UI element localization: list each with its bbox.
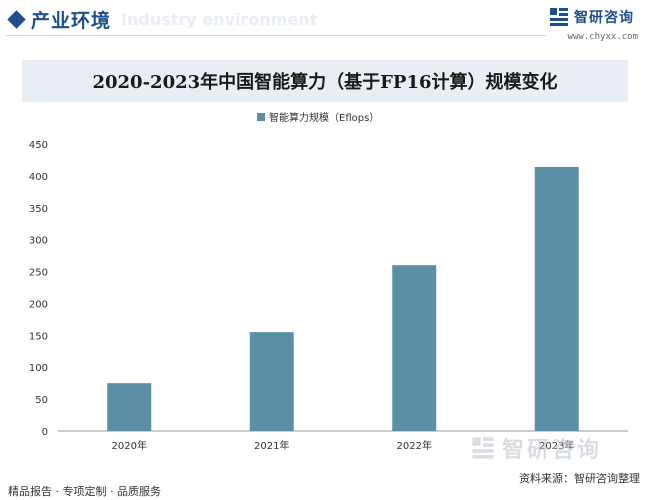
y-tick-label: 250 [29, 268, 48, 279]
section-tag: 产业环境 Industry environment [6, 6, 317, 32]
y-tick-label: 150 [29, 331, 48, 342]
y-tick-label: 50 [35, 395, 48, 406]
bar [534, 166, 579, 431]
source-note: 资料来源：智研咨询整理 [519, 472, 640, 485]
x-tick-label: 2021年 [254, 439, 289, 452]
chart-title-bar: 2020-2023年中国智能算力（基于FP16计算）规模变化 [22, 60, 628, 102]
header-divider [6, 35, 546, 36]
legend-swatch [257, 113, 265, 121]
footer-tagline: 精品报告 · 专项定制 · 品质服务 [8, 485, 161, 498]
y-tick-label: 400 [29, 172, 48, 183]
legend-label: 智能算力规模（Eflops） [269, 111, 379, 124]
x-tick-label: 2022年 [397, 439, 432, 452]
y-tick-label: 450 [29, 140, 48, 151]
y-tick-label: 100 [29, 363, 48, 374]
watermark-logo-icon [472, 437, 494, 459]
bar [107, 383, 152, 431]
diamond-icon [7, 9, 26, 29]
x-tick-label: 2020年 [112, 439, 147, 452]
x-tick-label: 2023年 [539, 439, 574, 452]
brand-url: www.chyxx.com [567, 32, 638, 42]
y-tick-label: 300 [29, 236, 48, 247]
watermark: 智研咨询 [470, 432, 602, 464]
y-tick-label: 200 [29, 299, 48, 310]
bar [249, 332, 294, 431]
y-tick-label: 0 [42, 427, 48, 438]
brand: 智研咨询 [548, 6, 634, 28]
bar-chart: 智能算力规模（Eflops） 0 50 100 150 200 250 300 350 400 45… [29, 111, 628, 452]
bar [392, 265, 437, 431]
section-title: 产业环境 [31, 9, 112, 32]
y-tick-label: 350 [29, 204, 48, 215]
section-subtitle: Industry environment [121, 9, 318, 29]
brand-name: 智研咨询 [574, 10, 634, 26]
watermark-text: 智研咨询 [502, 438, 603, 463]
chart-title: 2020-2023年中国智能算力（基于FP16计算）规模变化 [92, 72, 558, 93]
brand-logo-icon [550, 8, 568, 26]
page-header: 产业环境 Industry environment 智研咨询 www.chyxx… [0, 0, 652, 46]
